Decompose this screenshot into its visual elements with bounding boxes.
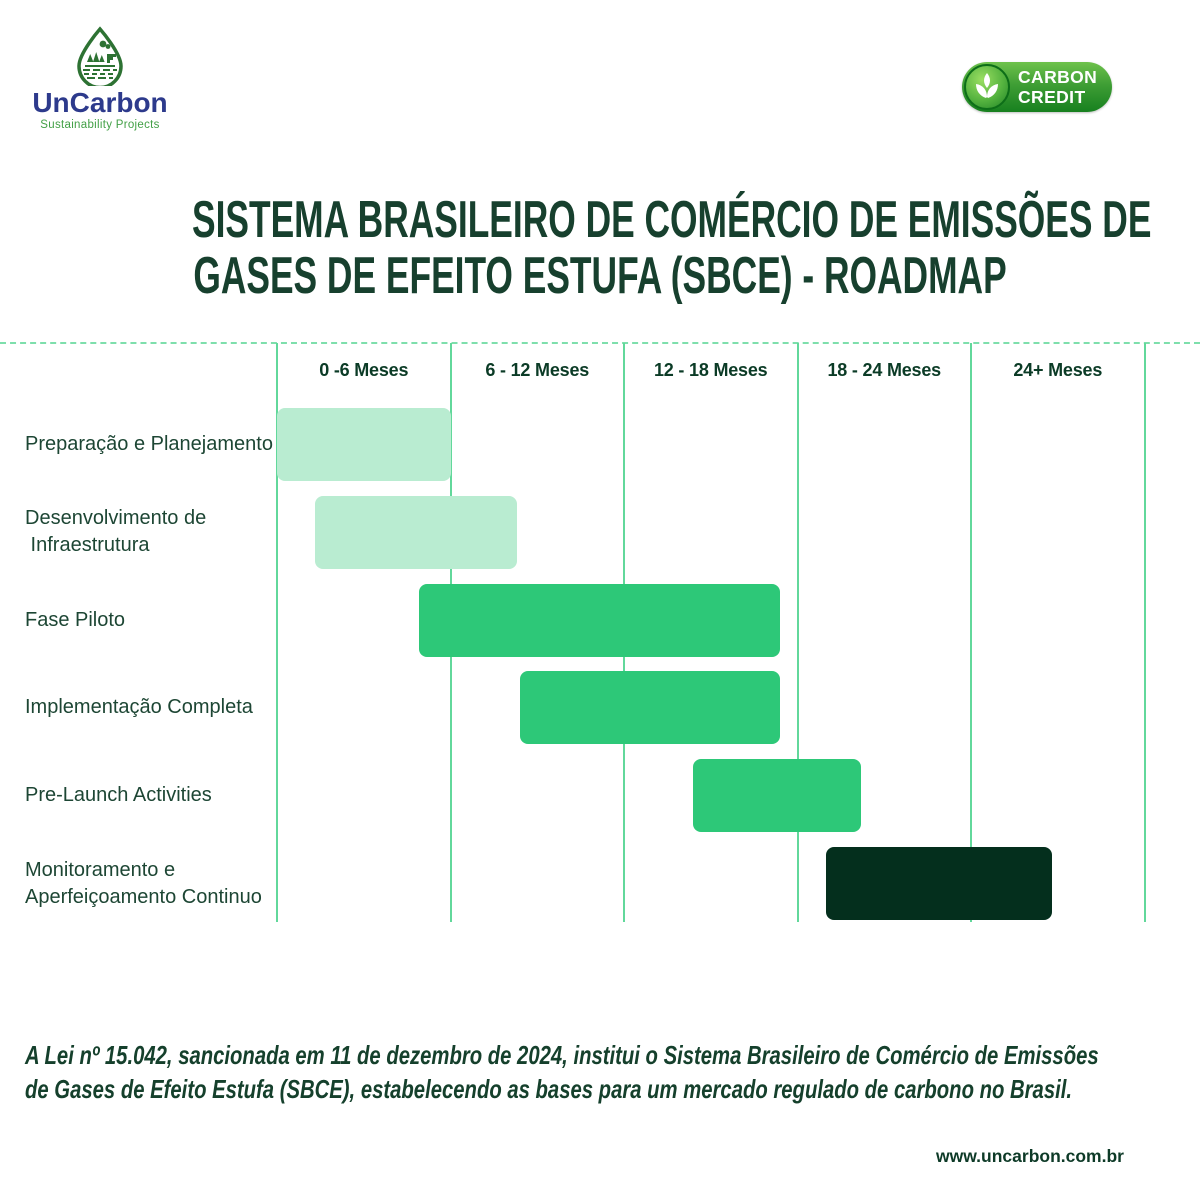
page-title-line2: GASES DE EFEITO ESTUFA (SBCE) - ROADMAP (193, 247, 1007, 305)
row-label: Desenvolvimento de Infraestrutura (25, 496, 206, 569)
row-label: Fase Piloto (25, 584, 125, 657)
row-label: Preparação e Planejamento (25, 408, 273, 481)
gantt-bar (519, 671, 781, 745)
leaves-icon (976, 73, 998, 98)
logo-name: UnCarbon (32, 87, 168, 118)
column-header: 24+ Meses (1013, 360, 1103, 380)
column-header: 18 - 24 Meses (827, 360, 942, 380)
badge-circle (964, 64, 1010, 110)
gantt-bar (277, 408, 451, 481)
column-header: 12 - 18 Meses (654, 360, 768, 380)
badge-text: CARBON CREDIT (1018, 67, 1097, 107)
row-label-line: Fase Piloto (25, 608, 126, 631)
page-title: SISTEMA BRASILEIRO DE COMÉRCIO DE EMISSÕ… (192, 191, 1152, 305)
row-label-line: Preparação e Planejamento (25, 433, 273, 455)
row-label: Pre-Launch Activities (25, 759, 212, 832)
row-label-line: Pre-Launch Activities (25, 784, 212, 807)
column-header: 0 -6 Meses (319, 360, 409, 380)
grid-line (1143, 343, 1146, 922)
row-label: Monitoramento e Aperfeiçoamento Continuo (25, 847, 262, 920)
gantt-bar (826, 847, 1052, 920)
website-url: www.uncarbon.com.br (936, 1146, 1124, 1166)
legal-note-line2: de Gases de Efeito Estufa (SBCE), estabe… (25, 1074, 1073, 1104)
gantt-bar (418, 583, 781, 657)
grid-line (276, 343, 278, 922)
droplet-landscape-icon (77, 26, 123, 86)
gantt-bar (314, 495, 517, 569)
grid-line (796, 343, 799, 922)
uncarbon-logo: UnCarbon Sustainability Projects (30, 26, 170, 132)
row-label-line: Aperfeiçoamento Continuo (25, 885, 262, 908)
logo-subtitle: Sustainability Projects (40, 119, 160, 131)
badge-line1: CARBON (1018, 67, 1098, 87)
gantt-bar (693, 759, 862, 833)
legal-note: A Lei nº 15.042, sancionada em 11 de dez… (25, 1038, 1099, 1106)
row-label: Implementação Completa (25, 671, 253, 744)
grid-line (970, 343, 972, 922)
carbon-credit-badge: CARBON CREDIT (962, 62, 1112, 112)
row-label-line: Monitoramento e (25, 858, 176, 881)
row-label-line: Infraestrutura (25, 534, 150, 557)
badge-line2: CREDIT (1018, 87, 1086, 107)
row-label-line: Implementação Completa (25, 696, 253, 719)
chart-top-dashed-line (0, 342, 1200, 344)
column-header: 6 - 12 Meses (485, 360, 590, 380)
page-title-line1: SISTEMA BRASILEIRO DE COMÉRCIO DE EMISSÕ… (192, 191, 1152, 249)
row-label-line: Desenvolvimento de (25, 507, 207, 530)
legal-note-line1: A Lei nº 15.042, sancionada em 11 de dez… (25, 1040, 1099, 1070)
